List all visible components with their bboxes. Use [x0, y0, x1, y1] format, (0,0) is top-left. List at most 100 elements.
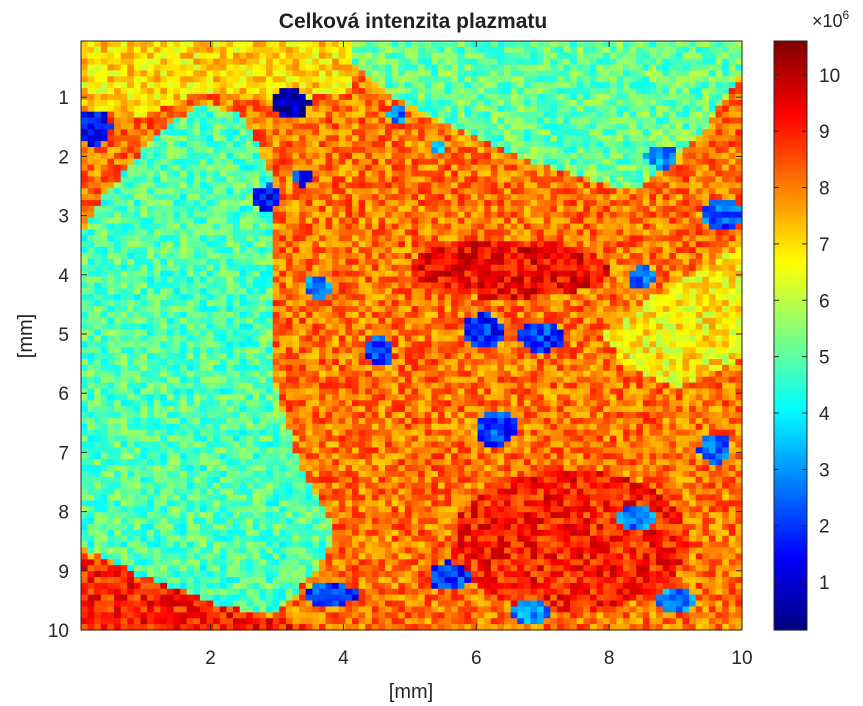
heatmap-cell — [279, 70, 287, 77]
heatmap-cell — [470, 241, 479, 248]
heatmap-cell — [120, 311, 128, 319]
heatmap-cell — [299, 117, 307, 125]
heatmap-cell — [656, 111, 664, 119]
heatmap-cell — [358, 94, 366, 101]
heatmap-cell — [583, 323, 591, 331]
heatmap-cell — [133, 194, 142, 201]
heatmap-cell — [616, 58, 624, 66]
heatmap-cell — [609, 188, 618, 195]
heatmap-cell — [583, 105, 591, 113]
heatmap-cell — [193, 311, 201, 319]
heatmap-cell — [662, 311, 670, 319]
heatmap-cell — [708, 117, 717, 125]
heatmap-cell — [583, 123, 591, 130]
heatmap-cell — [550, 270, 558, 278]
heatmap-cell — [570, 141, 578, 148]
heatmap-cell — [239, 152, 247, 160]
heatmap-cell — [437, 147, 446, 154]
heatmap-cell — [206, 94, 214, 101]
heatmap-cell — [715, 311, 723, 319]
heatmap-cell — [233, 123, 241, 130]
heatmap-cell — [570, 70, 578, 77]
heatmap-cell — [517, 170, 525, 178]
heatmap-cell — [662, 170, 670, 178]
heatmap-cell — [543, 129, 551, 136]
heatmap-cell — [444, 147, 452, 154]
heatmap-cell — [325, 117, 333, 125]
heatmap-cell — [477, 41, 485, 48]
heatmap-cell — [510, 200, 518, 207]
heatmap-cell — [246, 294, 254, 301]
heatmap-cell — [418, 294, 426, 301]
heatmap-cell — [312, 82, 320, 89]
heatmap-cell — [292, 41, 300, 48]
heatmap-cell — [186, 182, 194, 189]
heatmap-cell — [722, 241, 730, 248]
heatmap-cell — [239, 182, 247, 189]
heatmap-cell — [120, 223, 128, 231]
heatmap-cell — [206, 123, 214, 130]
heatmap-cell — [272, 217, 280, 225]
heatmap-cell — [147, 306, 155, 313]
heatmap-cell — [431, 88, 439, 95]
heatmap-cell — [424, 205, 432, 213]
heatmap-cell — [411, 200, 419, 207]
heatmap-cell — [431, 311, 439, 319]
heatmap-cell — [556, 152, 565, 160]
heatmap-cell — [537, 164, 545, 172]
heatmap-cell — [100, 223, 109, 231]
heatmap-cell — [160, 235, 168, 242]
heatmap-cell — [695, 247, 703, 254]
heatmap-cell — [609, 99, 618, 107]
heatmap-cell — [266, 52, 274, 60]
heatmap-cell — [642, 311, 651, 319]
heatmap-cell — [484, 264, 492, 272]
heatmap-cell — [239, 158, 247, 166]
heatmap-cell — [239, 288, 247, 295]
heatmap-cell — [193, 94, 201, 101]
heatmap-cell — [81, 323, 89, 331]
heatmap-cell — [563, 76, 571, 83]
heatmap-cell — [437, 294, 446, 301]
heatmap-cell — [616, 211, 624, 219]
heatmap-cell — [272, 323, 280, 331]
heatmap-cell — [94, 258, 102, 266]
heatmap-cell — [107, 52, 115, 60]
heatmap-cell — [318, 311, 327, 319]
heatmap-cell — [424, 323, 432, 331]
heatmap-cell — [266, 223, 274, 231]
heatmap-cell — [239, 141, 247, 148]
heatmap-cell — [682, 205, 690, 213]
heatmap-cell — [523, 282, 532, 289]
heatmap-cell — [636, 111, 644, 119]
heatmap-cell — [517, 205, 525, 213]
heatmap-cell — [385, 82, 393, 89]
heatmap-cell — [173, 46, 181, 54]
heatmap-cell — [470, 76, 479, 83]
heatmap-cell — [318, 46, 327, 54]
heatmap-cell — [649, 317, 657, 325]
heatmap-cell — [629, 258, 637, 266]
heatmap-cell — [120, 182, 128, 189]
heatmap-cell — [629, 105, 637, 113]
heatmap-cell — [213, 253, 221, 260]
heatmap-cell — [345, 46, 353, 54]
heatmap-cell — [153, 135, 161, 142]
heatmap-cell — [523, 82, 532, 89]
heatmap-cell — [715, 294, 723, 301]
heatmap-cell — [299, 111, 307, 119]
heatmap-cell — [543, 258, 551, 266]
heatmap-cell — [285, 306, 294, 313]
heatmap-cell — [398, 270, 406, 278]
heatmap-cell — [715, 306, 723, 313]
heatmap-cell — [378, 111, 386, 119]
heatmap-cell — [272, 111, 280, 119]
heatmap-cell — [120, 329, 128, 337]
heatmap-cell — [424, 176, 432, 183]
heatmap-cell — [722, 141, 730, 148]
heatmap-cell — [114, 247, 122, 254]
heatmap-cell — [259, 117, 267, 125]
heatmap-cell — [675, 52, 684, 60]
heatmap-cell — [504, 141, 512, 148]
heatmap-cell — [140, 194, 148, 201]
